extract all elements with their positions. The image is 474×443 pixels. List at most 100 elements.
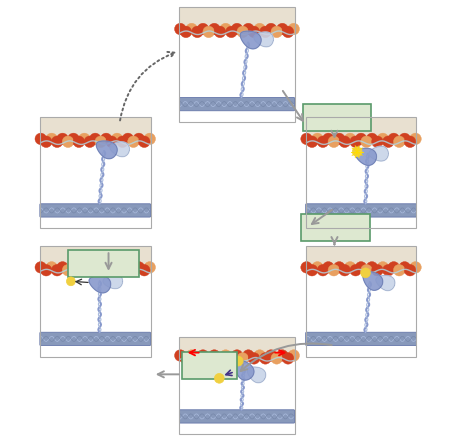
Bar	[306, 246, 417, 357]
Circle shape	[117, 264, 128, 276]
Circle shape	[106, 136, 118, 148]
FancyBboxPatch shape	[40, 332, 151, 346]
Circle shape	[288, 350, 300, 361]
Circle shape	[383, 136, 394, 148]
Circle shape	[57, 133, 68, 145]
Circle shape	[79, 133, 90, 145]
Circle shape	[265, 23, 277, 35]
Circle shape	[243, 350, 254, 361]
Circle shape	[46, 133, 57, 145]
Polygon shape	[110, 142, 129, 157]
Polygon shape	[103, 274, 122, 288]
Circle shape	[203, 26, 214, 38]
Bar	[40, 117, 151, 140]
Circle shape	[399, 133, 410, 145]
Circle shape	[226, 26, 237, 38]
Circle shape	[254, 23, 265, 35]
Circle shape	[383, 264, 394, 276]
Circle shape	[271, 353, 283, 364]
Circle shape	[73, 136, 85, 148]
Circle shape	[399, 261, 410, 273]
Circle shape	[95, 136, 107, 148]
Bar	[180, 7, 294, 30]
Circle shape	[40, 136, 52, 148]
Circle shape	[231, 23, 243, 35]
Bar	[306, 246, 417, 268]
Circle shape	[220, 23, 231, 35]
Circle shape	[100, 261, 112, 273]
Circle shape	[144, 261, 155, 273]
Circle shape	[283, 26, 294, 38]
FancyBboxPatch shape	[180, 410, 294, 423]
Polygon shape	[369, 146, 388, 161]
Circle shape	[214, 353, 226, 364]
Circle shape	[128, 264, 139, 276]
Circle shape	[203, 353, 214, 364]
Polygon shape	[96, 141, 117, 159]
FancyBboxPatch shape	[301, 214, 370, 241]
Circle shape	[312, 133, 323, 145]
Circle shape	[323, 133, 334, 145]
Circle shape	[283, 353, 294, 364]
Circle shape	[410, 133, 421, 145]
Bar	[306, 117, 417, 228]
Polygon shape	[235, 360, 254, 380]
Circle shape	[372, 136, 383, 148]
FancyBboxPatch shape	[180, 97, 294, 111]
Bar	[180, 356, 294, 434]
Bar	[306, 268, 417, 357]
Circle shape	[317, 136, 328, 148]
Circle shape	[84, 136, 96, 148]
Circle shape	[100, 133, 112, 145]
Circle shape	[306, 264, 318, 276]
Circle shape	[35, 133, 46, 145]
Circle shape	[197, 23, 209, 35]
Circle shape	[174, 350, 186, 361]
Circle shape	[191, 353, 203, 364]
FancyBboxPatch shape	[182, 352, 237, 379]
Circle shape	[51, 136, 63, 148]
Circle shape	[226, 353, 237, 364]
Circle shape	[73, 264, 85, 276]
Circle shape	[237, 26, 248, 38]
Circle shape	[328, 136, 339, 148]
Circle shape	[122, 133, 134, 145]
Circle shape	[377, 261, 389, 273]
Circle shape	[372, 264, 383, 276]
FancyBboxPatch shape	[306, 204, 417, 217]
Polygon shape	[89, 276, 110, 293]
Circle shape	[356, 133, 367, 145]
Circle shape	[106, 264, 118, 276]
Circle shape	[248, 26, 260, 38]
Circle shape	[35, 261, 46, 273]
Circle shape	[68, 261, 79, 273]
Circle shape	[84, 264, 96, 276]
Circle shape	[334, 133, 345, 145]
Circle shape	[388, 133, 400, 145]
Circle shape	[128, 136, 139, 148]
Circle shape	[68, 133, 79, 145]
Bar	[180, 337, 294, 356]
Circle shape	[301, 133, 312, 145]
Circle shape	[62, 136, 74, 148]
Circle shape	[138, 136, 150, 148]
Circle shape	[111, 261, 123, 273]
Circle shape	[90, 133, 101, 145]
Circle shape	[122, 261, 134, 273]
Circle shape	[133, 133, 145, 145]
Polygon shape	[247, 367, 266, 383]
Circle shape	[214, 373, 224, 383]
Bar	[40, 246, 151, 357]
Circle shape	[260, 353, 271, 364]
Circle shape	[388, 261, 400, 273]
Circle shape	[174, 23, 186, 35]
Circle shape	[46, 261, 57, 273]
Polygon shape	[376, 276, 395, 291]
Bar	[40, 268, 151, 357]
Bar	[306, 117, 417, 140]
Circle shape	[288, 23, 300, 35]
Circle shape	[352, 147, 362, 156]
Circle shape	[254, 350, 265, 361]
Bar	[180, 30, 294, 122]
Circle shape	[237, 353, 248, 364]
